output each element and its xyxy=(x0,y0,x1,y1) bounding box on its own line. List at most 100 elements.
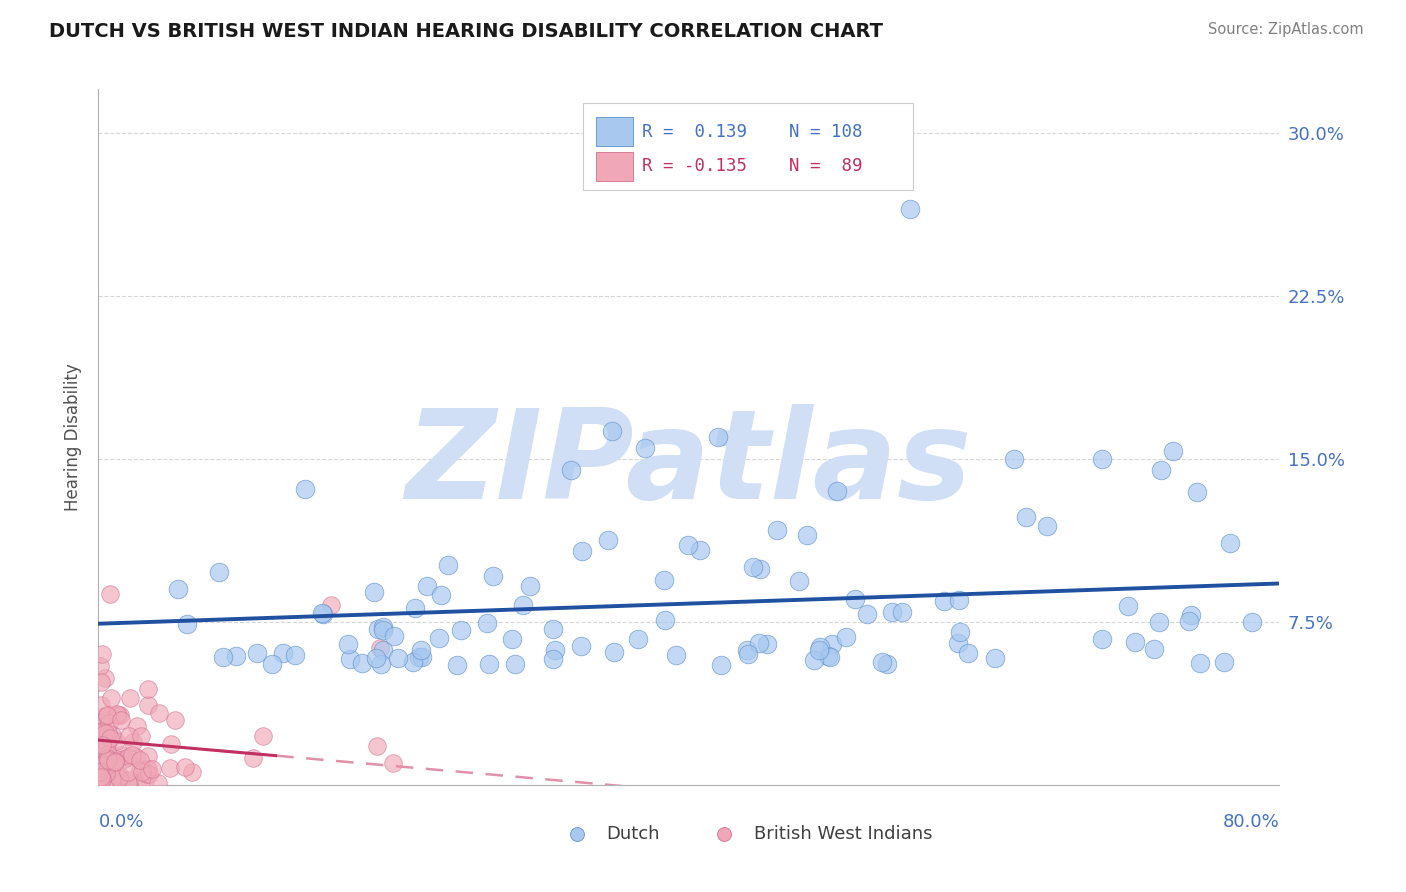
Point xyxy=(96,736,118,750)
Point xyxy=(544,642,567,657)
Point xyxy=(1150,463,1173,477)
Point xyxy=(96,707,118,722)
Point xyxy=(104,755,127,769)
Point xyxy=(373,620,395,634)
Point xyxy=(710,657,733,672)
Point xyxy=(366,650,388,665)
Point xyxy=(368,641,391,656)
Point xyxy=(749,562,772,576)
Point xyxy=(446,657,468,672)
Point xyxy=(803,653,825,667)
Point xyxy=(96,747,118,761)
Point xyxy=(339,651,361,665)
Point xyxy=(96,766,118,780)
Point xyxy=(148,706,170,721)
Point xyxy=(707,430,730,444)
Y-axis label: Hearing Disability: Hearing Disability xyxy=(63,363,82,511)
Point xyxy=(796,528,818,542)
Point xyxy=(91,738,114,752)
Point xyxy=(89,771,111,785)
Point xyxy=(208,566,231,580)
Point xyxy=(856,607,879,622)
Point xyxy=(1015,509,1038,524)
Point xyxy=(121,735,143,749)
Point xyxy=(956,646,979,660)
Point xyxy=(475,615,498,630)
Point xyxy=(100,690,122,705)
Text: Dutch: Dutch xyxy=(606,825,659,843)
Point xyxy=(366,739,388,754)
Point xyxy=(756,637,779,651)
Point xyxy=(427,631,450,645)
Point xyxy=(512,598,534,612)
Point xyxy=(835,630,858,644)
Point xyxy=(91,710,114,724)
Point xyxy=(1118,599,1140,613)
Point xyxy=(91,647,114,661)
Point xyxy=(825,484,848,499)
Point xyxy=(262,657,284,671)
Point xyxy=(94,671,117,685)
Point xyxy=(127,719,149,733)
Point xyxy=(367,622,389,636)
Point xyxy=(478,657,501,672)
Point xyxy=(319,598,342,612)
Point xyxy=(136,767,159,781)
Point xyxy=(91,772,114,786)
Point xyxy=(120,690,142,705)
Point xyxy=(541,622,564,636)
Point xyxy=(627,632,650,647)
Point xyxy=(118,729,141,743)
Point xyxy=(110,714,132,728)
Point xyxy=(948,593,970,607)
Point xyxy=(127,776,149,790)
Point xyxy=(503,657,526,671)
Point xyxy=(242,751,264,765)
Point xyxy=(94,753,117,767)
Point xyxy=(411,649,433,664)
Text: ZIPatlas: ZIPatlas xyxy=(406,404,972,525)
Point xyxy=(384,629,406,643)
Point xyxy=(882,605,904,619)
Point xyxy=(742,559,765,574)
Point xyxy=(97,753,120,767)
Point xyxy=(107,772,129,786)
Point xyxy=(482,569,505,583)
Point xyxy=(870,655,893,669)
Point xyxy=(180,764,202,779)
Point xyxy=(107,707,129,722)
Point xyxy=(97,716,120,731)
Text: R = -0.135    N =  89: R = -0.135 N = 89 xyxy=(641,157,862,176)
Point xyxy=(118,776,141,790)
Point xyxy=(134,773,156,788)
Point xyxy=(405,601,427,615)
Point xyxy=(765,523,787,537)
Point xyxy=(166,582,188,596)
Point xyxy=(159,761,181,775)
Text: Source: ZipAtlas.com: Source: ZipAtlas.com xyxy=(1208,22,1364,37)
Point xyxy=(1185,484,1208,499)
Point xyxy=(1189,657,1212,671)
Point xyxy=(311,606,333,620)
Point xyxy=(665,648,688,662)
Point xyxy=(735,643,758,657)
Point xyxy=(125,750,148,764)
Point xyxy=(411,643,433,657)
Point xyxy=(90,716,112,731)
Point xyxy=(110,708,132,723)
Point xyxy=(689,542,711,557)
Point xyxy=(90,725,112,739)
Point xyxy=(1143,642,1166,657)
Point xyxy=(654,613,676,627)
Point xyxy=(1091,451,1114,466)
Point xyxy=(138,767,160,781)
Point xyxy=(1091,632,1114,646)
Point xyxy=(1147,615,1170,630)
Text: R =  0.139    N = 108: R = 0.139 N = 108 xyxy=(641,122,862,141)
Point xyxy=(1178,614,1201,628)
Point xyxy=(560,463,582,477)
Point xyxy=(652,574,675,588)
Point xyxy=(96,741,118,756)
Point xyxy=(89,776,111,790)
Point xyxy=(101,729,124,743)
